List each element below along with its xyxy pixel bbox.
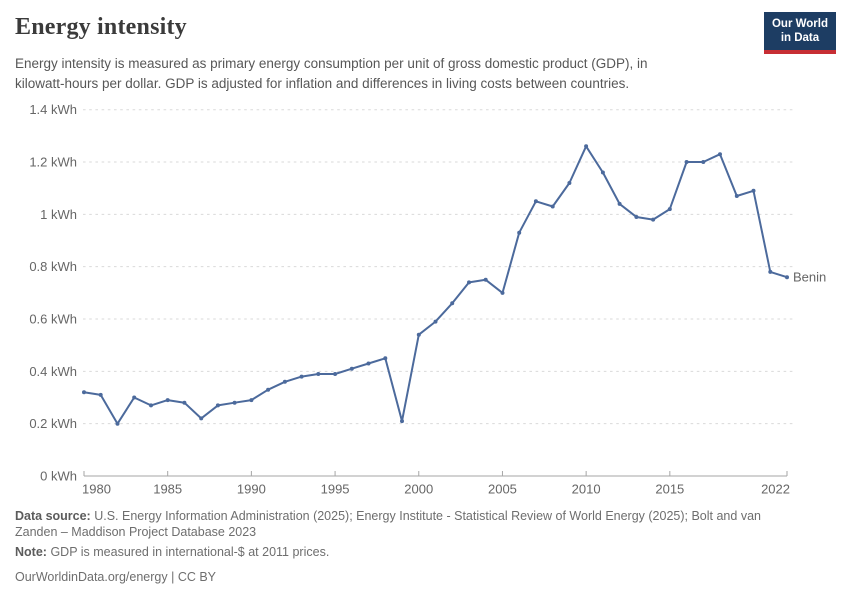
data-point[interactable] [533, 199, 538, 204]
x-tick-label: 2005 [488, 482, 517, 497]
chart-subtitle: Energy intensity is measured as primary … [15, 54, 755, 94]
x-tick-label: 2010 [572, 482, 601, 497]
data-point[interactable] [215, 403, 220, 408]
data-point[interactable] [349, 366, 354, 371]
note-label: Note: [15, 545, 47, 559]
data-point[interactable] [718, 152, 722, 157]
data-point[interactable] [751, 188, 756, 193]
data-point[interactable] [249, 398, 254, 403]
data-point[interactable] [383, 356, 388, 361]
y-tick-label: 0 kWh [40, 469, 77, 484]
owid-logo[interactable]: Our World in Data [763, 12, 836, 54]
chart-header: Energy intensity Our World in Data Energ… [15, 12, 836, 94]
data-point[interactable] [400, 419, 404, 424]
x-tick-label: 1985 [153, 482, 182, 497]
data-point[interactable] [517, 230, 522, 235]
data-point[interactable] [333, 372, 338, 376]
y-tick-label: 1.2 kWh [29, 155, 77, 170]
data-point[interactable] [667, 207, 672, 212]
data-point[interactable] [567, 181, 572, 185]
data-source-text: Data source: U.S. Energy Information Adm… [15, 509, 835, 540]
line-chart[interactable]: 0 kWh 0.2 kWh 0.4 kWh 0.6 kWh 0.8 kWh 1 kWh 1.… [15, 99, 850, 499]
data-point[interactable] [366, 361, 371, 366]
data-point[interactable] [98, 392, 103, 397]
trend-line[interactable] [83, 145, 788, 425]
data-point[interactable] [299, 374, 304, 379]
data-point[interactable] [617, 201, 622, 206]
data-point[interactable] [483, 277, 488, 282]
data-source-line1: Data source: U.S. Energy Information Adm… [15, 509, 835, 525]
data-point[interactable] [132, 395, 137, 400]
y-tick-label: 0.8 kWh [29, 259, 77, 274]
data-point[interactable] [232, 400, 237, 405]
data-point[interactable] [450, 301, 455, 306]
y-tick-label: 1 kWh [40, 207, 77, 222]
owid-url-link[interactable]: OurWorldinData.org/energy [15, 569, 168, 584]
y-tick-label: 0.6 kWh [29, 312, 77, 327]
x-tick-label: 2022 [761, 482, 790, 497]
note-value: GDP is measured in international-$ at 20… [50, 545, 330, 559]
subtitle-line: Energy intensity is measured as primary … [15, 56, 648, 71]
license-line: OurWorldinData.org/energy | CC BY [15, 570, 835, 586]
data-point[interactable] [266, 387, 271, 392]
data-point[interactable] [316, 372, 321, 376]
x-tick-label: 1995 [321, 482, 350, 497]
data-point[interactable] [651, 217, 656, 222]
note-text: Note: GDP is measured in international-$… [15, 545, 835, 561]
y-tick-label: 0.2 kWh [29, 416, 77, 431]
data-point[interactable] [282, 379, 287, 384]
owid-logo-line2: in Data [780, 31, 820, 44]
data-point[interactable] [199, 416, 204, 421]
y-tick-label: 1.4 kWh [29, 102, 77, 117]
x-tick-label: 1990 [237, 482, 266, 497]
data-point[interactable] [600, 170, 605, 175]
subtitle-line: kilowatt-hours per dollar. GDP is adjust… [15, 76, 630, 91]
entity-label-benin[interactable]: Benin [793, 270, 826, 285]
chart-footer: Data source: U.S. Energy Information Adm… [15, 509, 835, 585]
owid-logo-line1: Our World [771, 18, 828, 30]
data-source-line2: Zanden – Maddison Project Database 2023 [15, 524, 257, 539]
x-tick-label: 1980 [82, 482, 111, 497]
data-point[interactable] [701, 160, 706, 164]
data-point[interactable] [467, 280, 471, 285]
license-label: | CC BY [167, 569, 217, 584]
data-point[interactable] [165, 398, 170, 403]
data-point[interactable] [785, 275, 789, 280]
data-point[interactable] [433, 319, 438, 324]
data-point[interactable] [768, 269, 773, 274]
data-point[interactable] [500, 290, 505, 295]
data-point[interactable] [82, 390, 86, 395]
owid-chart-page: Energy intensity Our World in Data Energ… [15, 12, 850, 585]
data-source-value: U.S. Energy Information Administration (… [94, 509, 761, 523]
data-source-label: Data source: [15, 509, 91, 523]
data-point[interactable] [734, 194, 739, 198]
data-point[interactable] [115, 421, 120, 426]
x-tick-label: 2015 [655, 482, 684, 497]
page-title: Energy intensity [15, 14, 187, 40]
x-tick-label: 2000 [404, 482, 433, 497]
y-tick-label: 0.4 kWh [29, 364, 77, 379]
data-point[interactable] [550, 204, 555, 209]
data-point[interactable] [416, 332, 421, 337]
data-point[interactable] [684, 160, 689, 164]
data-point[interactable] [634, 215, 639, 219]
data-point[interactable] [149, 403, 153, 408]
data-point[interactable] [182, 400, 187, 405]
data-point[interactable] [584, 144, 589, 149]
series-benin[interactable] [82, 144, 789, 426]
